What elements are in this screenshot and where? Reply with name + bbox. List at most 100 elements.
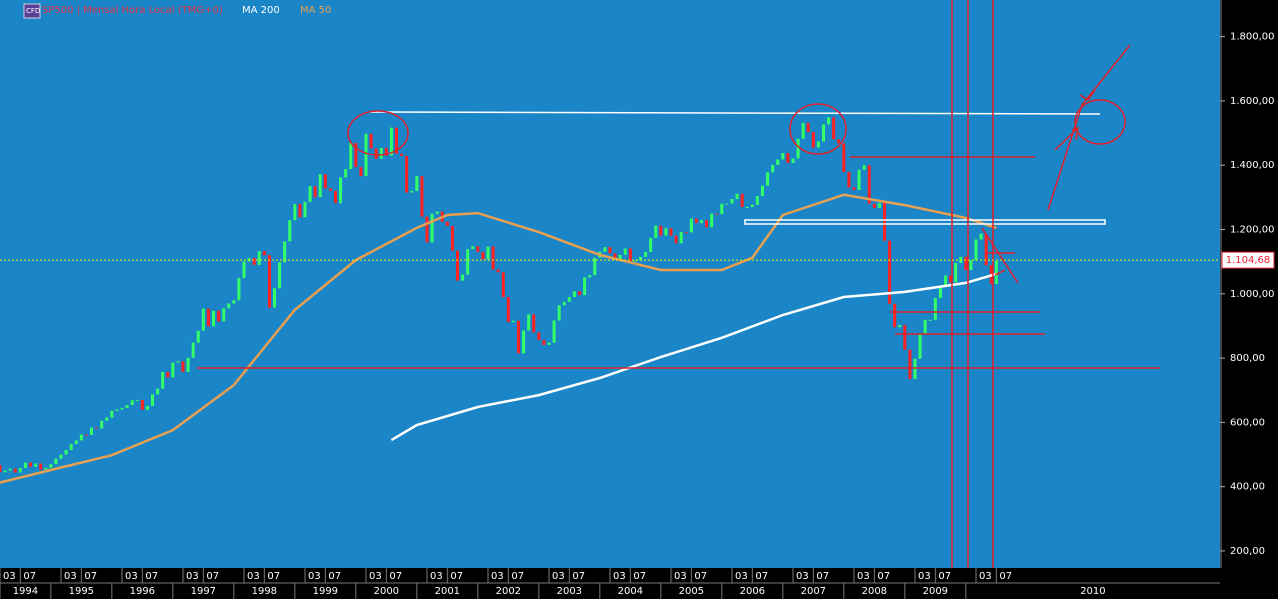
- y-tick-label: 800,00: [1230, 353, 1265, 364]
- y-axis-background: [1220, 0, 1278, 599]
- candle: [405, 155, 409, 193]
- red-circle: [347, 110, 409, 156]
- candle: [476, 246, 480, 253]
- x-tick-label: 03: [796, 571, 809, 582]
- candle: [420, 176, 424, 217]
- candle: [720, 203, 724, 215]
- candle: [298, 204, 302, 218]
- year-label: 2005: [679, 586, 704, 597]
- candle: [659, 225, 663, 236]
- candle: [135, 399, 139, 401]
- year-label: 2002: [496, 586, 521, 597]
- candle: [334, 190, 337, 204]
- candle: [125, 405, 129, 408]
- candle: [374, 148, 378, 159]
- candle: [730, 198, 734, 204]
- candle: [237, 278, 241, 301]
- candle: [964, 256, 968, 271]
- candle: [120, 407, 124, 410]
- candle: [105, 417, 109, 421]
- candle: [979, 233, 983, 240]
- x-tick-label: 03: [125, 571, 138, 582]
- x-tick-label: 03: [491, 571, 504, 582]
- year-label: 1995: [69, 586, 94, 597]
- candle: [684, 232, 688, 234]
- candle: [354, 143, 358, 168]
- year-label: 2004: [618, 586, 643, 597]
- candle: [227, 303, 231, 309]
- candle: [161, 371, 165, 389]
- legend-ma50[interactable]: MA 50: [300, 5, 331, 16]
- x-tick-label: 07: [84, 571, 97, 582]
- candle: [461, 274, 465, 281]
- candle: [496, 269, 500, 273]
- x-tick-label: 07: [572, 571, 585, 582]
- candle: [898, 324, 902, 328]
- moving-average: [0, 193, 997, 484]
- candle: [466, 249, 470, 275]
- x-tick-label: 07: [145, 571, 158, 582]
- candle: [395, 127, 398, 154]
- candle: [811, 132, 815, 148]
- candle: [313, 186, 317, 198]
- candle: [339, 177, 343, 204]
- y-tick-label: 1.800,00: [1230, 32, 1275, 43]
- candle: [938, 287, 942, 298]
- candle: [273, 288, 276, 308]
- candle: [872, 203, 876, 208]
- candle: [130, 400, 134, 406]
- x-tick-label: 07: [206, 571, 219, 582]
- candle: [791, 158, 795, 163]
- candle: [364, 133, 368, 177]
- candle: [145, 405, 149, 410]
- x-tick-label: 07: [999, 571, 1012, 582]
- candle: [628, 248, 632, 262]
- candle: [69, 443, 73, 451]
- candle: [623, 248, 627, 255]
- candle: [171, 362, 175, 378]
- candle: [522, 330, 526, 354]
- last-price-label: 1.104,68: [1226, 255, 1271, 266]
- year-label: 2010: [1080, 586, 1105, 597]
- candle: [257, 251, 261, 265]
- red-arrow: [981, 227, 1019, 284]
- x-tick-label: 07: [755, 571, 768, 582]
- candle: [710, 213, 714, 228]
- candle: [425, 216, 429, 243]
- candle: [196, 330, 200, 343]
- x-tick-label: 03: [430, 571, 443, 582]
- candle: [852, 187, 856, 190]
- candle: [59, 454, 63, 459]
- candle: [100, 420, 104, 429]
- candle: [532, 314, 536, 333]
- candle: [415, 176, 419, 191]
- candle: [379, 147, 383, 159]
- candle: [801, 123, 805, 139]
- candle: [511, 320, 515, 323]
- candle: [847, 171, 851, 188]
- legend-ma200[interactable]: MA 200: [242, 5, 280, 16]
- candle: [74, 440, 78, 444]
- plot-background: [0, 0, 1220, 568]
- candle: [400, 153, 404, 156]
- candle: [857, 169, 861, 190]
- candle: [593, 257, 597, 276]
- candle: [450, 225, 454, 251]
- year-label: 1996: [130, 586, 155, 597]
- candle: [293, 204, 297, 221]
- candle: [542, 340, 546, 345]
- candle: [639, 256, 642, 261]
- x-tick-label: 03: [3, 571, 16, 582]
- candle: [740, 193, 744, 208]
- candle: [867, 165, 871, 204]
- data-layer: [0, 117, 998, 484]
- candle: [212, 310, 215, 327]
- candle: [471, 246, 475, 250]
- candle: [837, 139, 841, 144]
- year-label: 2009: [923, 586, 948, 597]
- candle: [206, 308, 210, 327]
- candle: [613, 253, 617, 260]
- y-tick-label: 1.000,00: [1230, 289, 1275, 300]
